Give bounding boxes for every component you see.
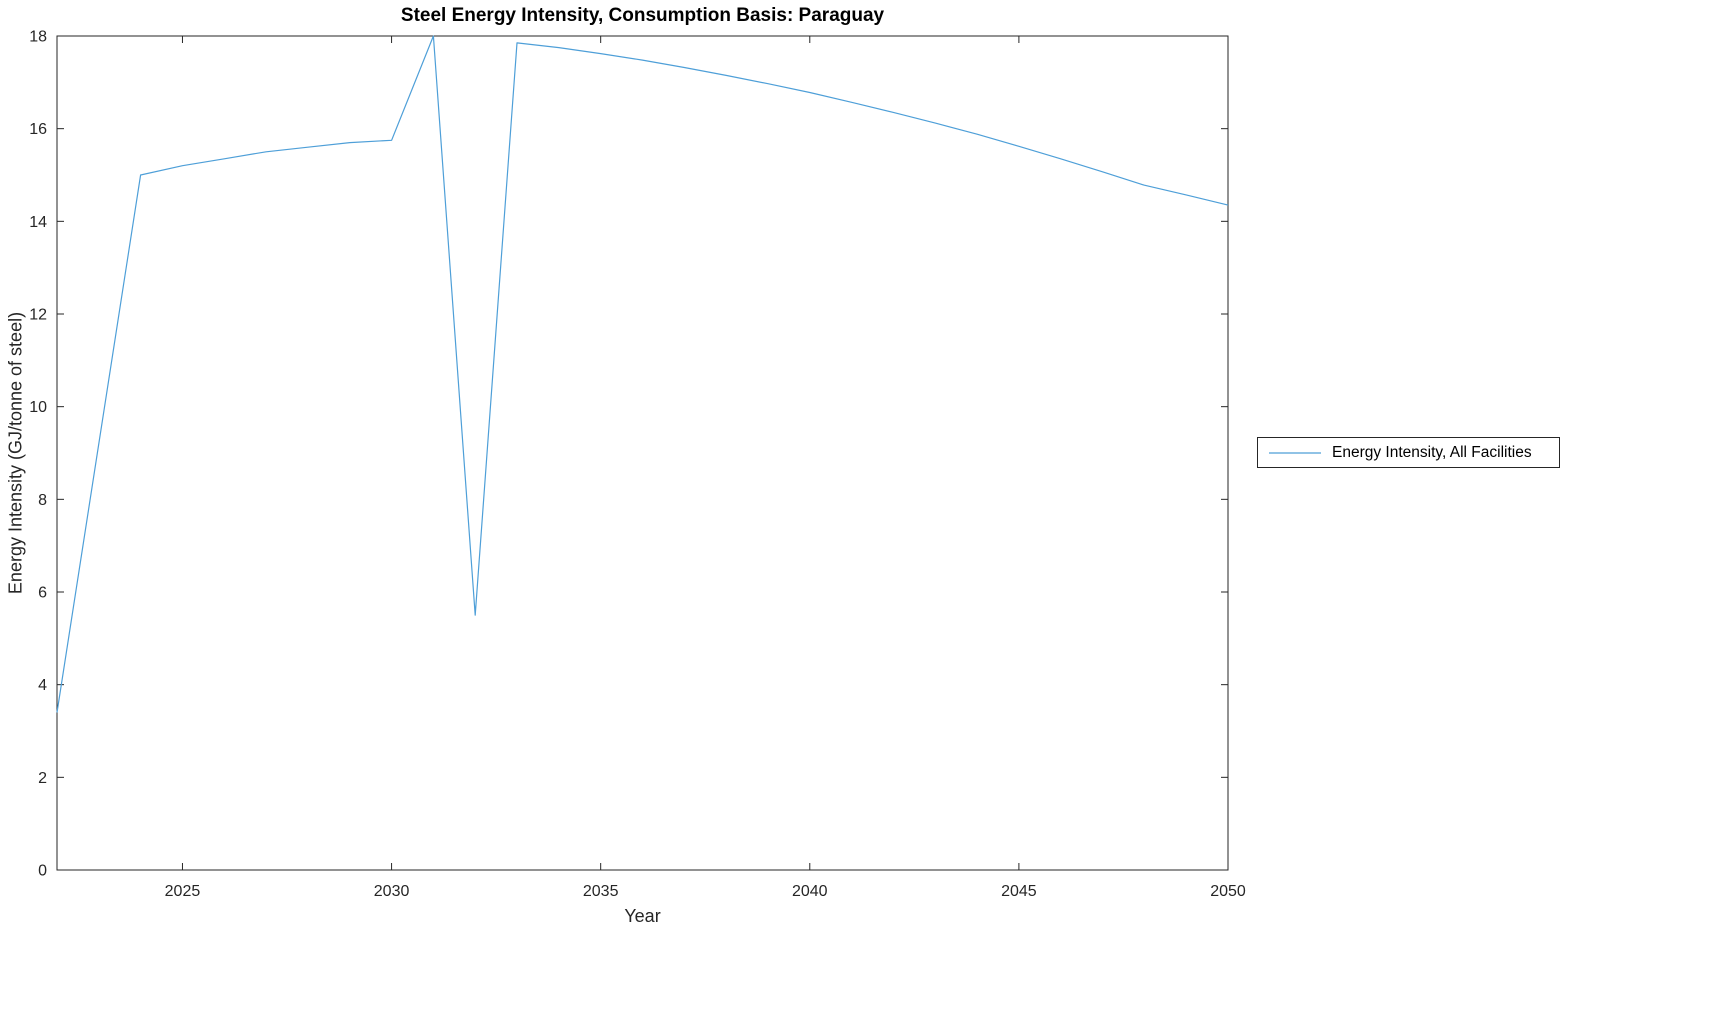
plot-box: [56, 35, 1229, 871]
y-tick-label: 10: [29, 399, 47, 416]
x-tick-label: 2050: [1210, 883, 1246, 900]
y-tick-label: 16: [29, 121, 47, 138]
y-tick-label: 14: [29, 214, 47, 231]
x-tick-label: 2035: [583, 883, 619, 900]
x-tick-label: 2030: [374, 883, 410, 900]
legend: Energy Intensity, All Facilities: [1257, 437, 1560, 468]
y-axis-label: Energy Intensity (GJ/tonne of steel): [5, 311, 26, 595]
x-tick-label: 2025: [165, 883, 201, 900]
series-line: [56, 35, 1229, 713]
chart-title: Steel Energy Intensity, Consumption Basi…: [400, 5, 885, 26]
x-tick-label: 2040: [792, 883, 828, 900]
y-tick-label: 0: [38, 863, 47, 880]
y-tick-label: 8: [38, 492, 47, 509]
y-tick-label: 12: [29, 307, 47, 324]
y-tick-label: 2: [38, 770, 47, 787]
legend-label: Energy Intensity, All Facilities: [1332, 443, 1532, 461]
x-axis-label: Year: [624, 906, 661, 926]
x-tick-label: 2045: [1001, 883, 1037, 900]
y-tick-label: 4: [38, 677, 47, 694]
y-tick-label: 18: [29, 29, 47, 46]
legend-line-sample: [1269, 451, 1321, 454]
y-tick-label: 6: [38, 585, 47, 602]
